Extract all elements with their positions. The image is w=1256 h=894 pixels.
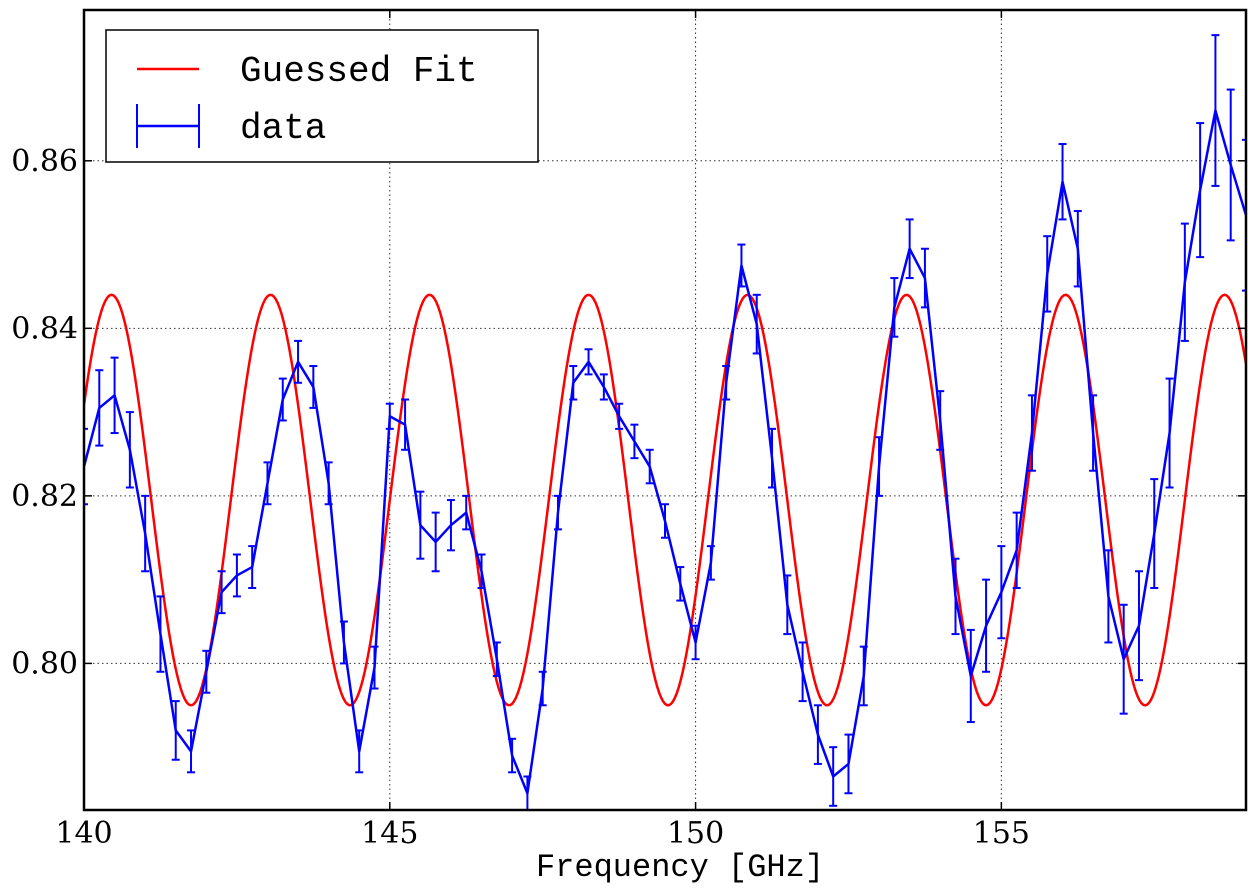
ticks <box>83 10 1246 810</box>
grid <box>84 10 1246 810</box>
series-guessed-fit-line <box>84 293 1246 707</box>
y-tick-label: 0.82 <box>11 479 78 514</box>
y-tick-label: 0.84 <box>11 311 78 346</box>
plot-frame <box>82 8 1248 812</box>
series-layer <box>84 34 1246 810</box>
legend: Guessed Fit data <box>105 29 539 163</box>
x-tick-label: 140 <box>55 816 112 851</box>
series-data <box>84 34 1246 810</box>
y-tick-label: 0.86 <box>11 144 78 179</box>
y-tick-label: 0.80 <box>11 646 78 681</box>
legend-label: data <box>240 108 326 149</box>
tick-labels: 140 145 150 155 0.80 0.82 0.84 0.86 <box>11 144 1030 851</box>
x-tick-label: 155 <box>973 816 1030 851</box>
series-data-line <box>84 109 1246 795</box>
x-tick-label: 150 <box>667 816 724 851</box>
x-axis-label: Frequency [GHz] <box>536 849 824 886</box>
legend-label: Guessed Fit <box>240 51 478 92</box>
x-tick-label: 145 <box>361 816 418 851</box>
legend-box <box>105 29 539 163</box>
